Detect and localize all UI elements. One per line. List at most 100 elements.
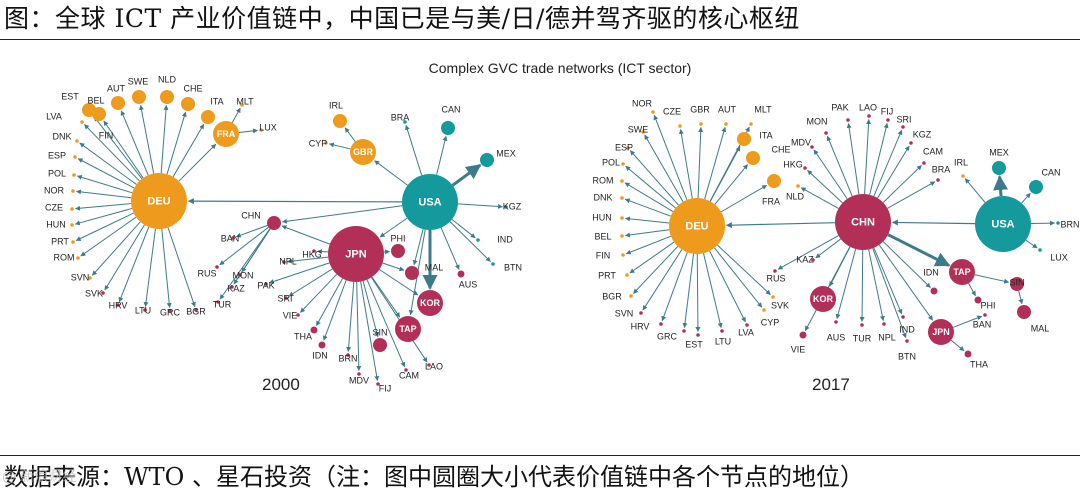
edge-USA-AUS <box>440 227 460 270</box>
leaf-ind <box>476 238 480 242</box>
leaf-label-ind: IND <box>899 324 915 334</box>
leaf-cyp <box>324 141 328 145</box>
edge-DEU-ESP <box>629 150 679 206</box>
node-label-mex: MEX <box>989 147 1009 157</box>
edge-USA-CAN <box>436 135 448 175</box>
leaf-label-irl: IRL <box>954 157 968 167</box>
leaf-label-tur: TUR <box>213 299 232 309</box>
edge-JPN-SIN <box>362 280 380 338</box>
edge-CHN-AUS <box>835 248 857 320</box>
leaf-label-btn: BTN <box>504 262 522 272</box>
node-deu <box>131 173 187 229</box>
leaf-mlt <box>749 122 753 126</box>
node-label-chn: CHN <box>241 210 261 220</box>
leaf-mdv <box>810 145 814 149</box>
leaf-esp <box>73 155 77 159</box>
edge-DEU-SWE <box>644 134 684 202</box>
edge-DEU-LVA <box>84 124 140 182</box>
edge-JPN-BAN <box>952 315 983 328</box>
edge-JPN-IDN <box>322 280 347 341</box>
node-label-fra: FRA <box>762 196 780 206</box>
leaf-ltu <box>720 329 724 333</box>
edge-DEU-SVK <box>717 244 771 295</box>
node-label-sin: SIN <box>1009 277 1024 287</box>
edge-USA-BTN <box>449 221 491 262</box>
leaf-cze <box>678 124 682 128</box>
source-note: 数据来源：WTO 、星石投资（注：图中圆圈大小代表价值链中各个节点的地位） <box>4 463 864 491</box>
leaf-gbr <box>699 122 703 126</box>
edge-CHN-TUR <box>219 228 271 300</box>
node-label-tap: TAP <box>953 267 970 277</box>
leaf-dnk <box>75 139 79 143</box>
leaf-ban <box>983 313 987 317</box>
edge-DEU-CZE <box>74 203 132 211</box>
edge-CHN-BAN <box>235 224 268 238</box>
leaf-est <box>696 333 700 337</box>
leaf-label-rom: ROM <box>54 252 75 262</box>
leaf-pak <box>846 118 850 122</box>
edge-DEU-POL <box>625 165 676 209</box>
leaf-label-swe: SWE <box>628 124 649 134</box>
edge-DEU-ROM <box>80 216 137 257</box>
edge-USA-CHN <box>281 205 403 224</box>
leaf-label-svk: SVK <box>771 300 789 310</box>
edge-JPN-BRN <box>346 281 355 353</box>
edge-DEU-GBR <box>697 126 704 199</box>
edge-USA-IRL <box>964 178 986 203</box>
node-gbr <box>350 139 376 165</box>
node-tha <box>310 326 318 334</box>
leaf-lva <box>745 323 749 327</box>
leaf-prt <box>625 273 629 277</box>
edge-CHN-PAK <box>846 122 860 195</box>
node-mal <box>1017 305 1031 319</box>
leaf-cyp <box>762 308 766 312</box>
edge-USA-GBR <box>374 160 408 186</box>
edge-CHN-JPN <box>878 244 934 321</box>
leaf-label-svk: SVK <box>85 288 103 298</box>
node-label-irl: IRL <box>329 100 343 110</box>
leaf-esp <box>626 146 630 150</box>
leaf-lao <box>867 114 871 118</box>
node-phi <box>974 296 982 304</box>
leaf-npl <box>882 322 886 326</box>
edge-DEU-AUT <box>120 110 149 176</box>
node-irl <box>333 114 347 128</box>
node-vie <box>799 331 807 339</box>
edge-DEU-ROM <box>624 182 674 213</box>
node-mal <box>405 266 419 280</box>
leaf-label-esp: ESP <box>48 150 66 160</box>
year-label-2000: 2000 <box>262 375 300 394</box>
leaf-hkg <box>803 166 807 170</box>
edge-DEU-FRA <box>720 184 768 213</box>
edge-USA-BRA <box>405 124 423 176</box>
leaf-kaz <box>811 258 815 262</box>
leaf-hun <box>620 216 624 220</box>
edge-USA-IND <box>451 218 476 239</box>
edge-DEU-CYP <box>714 247 763 308</box>
edge-TAP-SIN <box>974 274 1010 284</box>
leaf-label-ban: BAN <box>221 233 240 243</box>
leaf-lva <box>80 120 84 124</box>
leaf-nor <box>71 189 75 193</box>
leaf-mon <box>824 131 828 135</box>
leaf-irl <box>961 174 965 178</box>
leaf-label-svn: SVN <box>71 272 90 282</box>
leaf-label-kgz: KGZ <box>913 129 932 139</box>
node-label-bel: BEL <box>87 95 104 105</box>
leaf-label-grc: GRC <box>657 331 678 341</box>
node-label-jpn: JPN <box>345 248 366 260</box>
leaf-aut <box>724 122 728 126</box>
edge-JPN-HKG <box>316 249 329 255</box>
node-chn <box>835 194 891 250</box>
year-label-2017: 2017 <box>812 375 850 394</box>
edge-DEU-SVN <box>91 221 141 276</box>
leaf-label-dnk: DNK <box>52 131 71 141</box>
leaf-label-grc: GRC <box>160 307 181 317</box>
leaf-label-cam: CAM <box>399 370 419 380</box>
node-label-usa: USA <box>991 218 1014 230</box>
edge-FRA-LUX <box>238 128 259 134</box>
leaf-label-dnk: DNK <box>593 192 612 202</box>
node-sin <box>373 338 387 352</box>
edge-USA-KGZ <box>457 203 504 209</box>
leaf-label-mdv: MDV <box>791 137 811 147</box>
